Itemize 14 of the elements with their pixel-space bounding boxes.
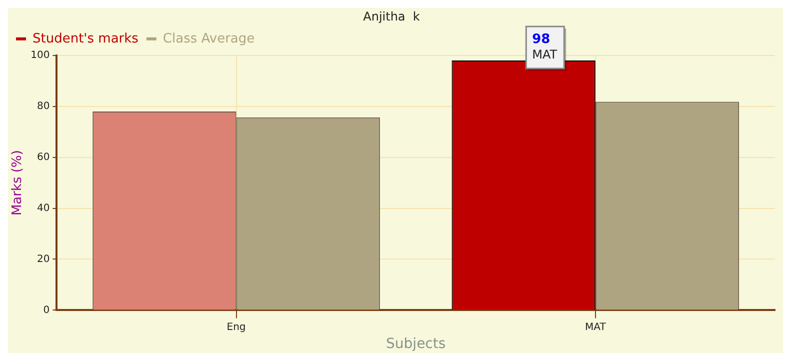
y-tick-label: 0 [43, 304, 50, 316]
y-tick-label: 100 [30, 50, 50, 61]
data-label: 98 [532, 32, 550, 47]
y-tick-label: 80 [36, 100, 50, 112]
legend-label: Class Average [162, 31, 255, 46]
y-axis-title: Marks (%) [10, 150, 26, 216]
annotation: MAT [532, 48, 558, 62]
y-tick-label: 20 [36, 254, 50, 265]
chart-title: Anjitha k [363, 9, 420, 24]
legend-label: Student's marks [32, 31, 139, 46]
y-tick-label: 40 [36, 202, 50, 214]
x-tick-label: Eng [226, 322, 246, 333]
y-tick-label: 60 [36, 152, 50, 163]
x-axis-title: Subjects [386, 336, 446, 352]
